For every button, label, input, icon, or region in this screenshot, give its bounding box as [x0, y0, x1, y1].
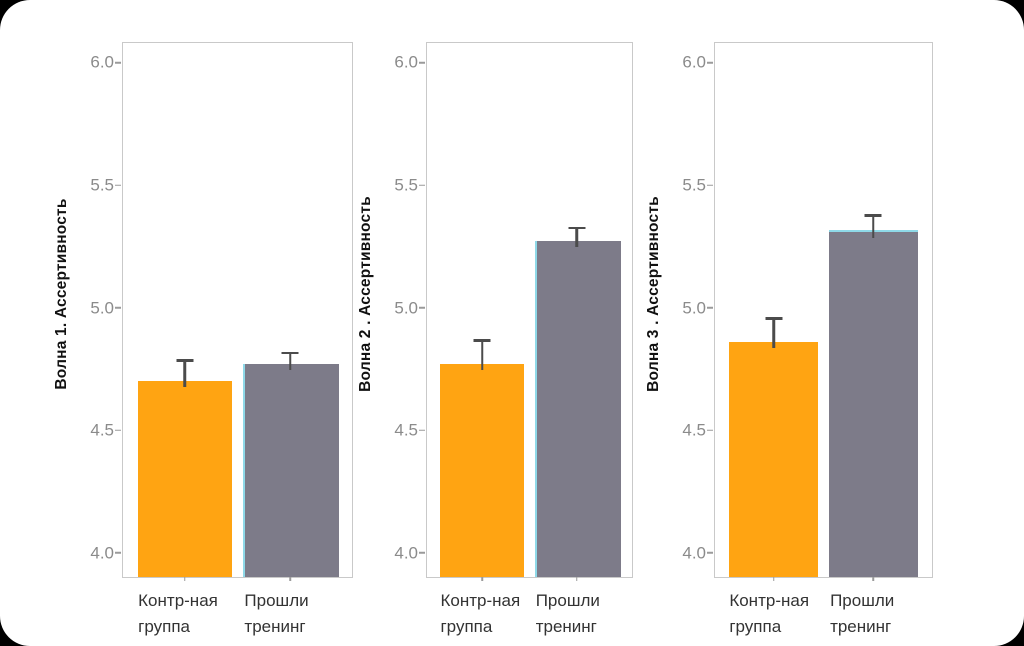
error-bar	[864, 214, 882, 238]
chart-panel-wave-1: Волна 1. Ассертивность 4.0 4.5 5.0 5.5 6.0 Кон…	[48, 0, 353, 646]
y-tick-mark	[419, 306, 425, 309]
y-tick-mark	[115, 429, 121, 431]
y-axis-title: Волна 2 . Ассертивность	[357, 196, 374, 392]
error-bar	[568, 226, 586, 248]
chart-panel-wave-3: Волна 3 . Ассертивность 4.0 4.5 5.0 5.5 6.0 Ко…	[640, 0, 933, 646]
y-tick-column: 4.0 4.5 5.0 5.5 6.0	[76, 42, 122, 578]
bar-trained-group	[534, 241, 621, 577]
x-tick-mark	[772, 577, 775, 581]
x-category-label: Контр-ная группа	[138, 591, 218, 636]
bar-trained-group	[243, 363, 340, 577]
y-tick-label: 4.5	[682, 420, 706, 440]
y-tick-label: 5.0	[682, 298, 706, 318]
y-tick-label: 6.0	[90, 52, 114, 72]
y-axis-title: Волна 3 . Ассертивность	[645, 196, 662, 392]
bar-control-group	[729, 341, 819, 577]
error-bar-stem	[575, 226, 578, 248]
error-bar-cap	[568, 226, 586, 230]
y-tick-column: 4.0 4.5 5.0 5.5 6.0	[668, 42, 714, 578]
x-category-label: Контр-ная группа	[440, 591, 521, 636]
y-tick-mark	[707, 551, 713, 554]
plot-column: Контр-ная группа Прошли тренинг	[115, 0, 353, 646]
x-category-label: Контр-ная группа	[729, 591, 810, 636]
bar-control-group	[137, 381, 232, 577]
y-tick-mark	[115, 306, 121, 309]
x-tick-mark	[872, 577, 875, 581]
error-bar	[281, 351, 299, 370]
error-bar-cap	[864, 214, 882, 217]
plot-panel	[707, 42, 933, 581]
x-category-label: Прошли тренинг	[830, 591, 895, 636]
error-bar-stem	[288, 351, 292, 370]
error-bar-cap	[473, 339, 491, 342]
y-tick-mark	[707, 306, 713, 309]
y-tick-mark	[419, 551, 425, 554]
error-bar-cap	[176, 359, 194, 362]
chart-panel-wave-2: Волна 2 . Ассертивность 4.0 4.5 5.0 5.5 6.0 Ко…	[352, 0, 633, 646]
y-tick-mark	[115, 61, 121, 64]
y-tick-label: 6.0	[394, 52, 418, 72]
y-tick-label: 5.0	[394, 298, 418, 318]
y-tick-label: 6.0	[682, 52, 706, 72]
error-bar-cap	[765, 317, 783, 320]
x-axis-labels: Контр-ная группа Прошли тренинг	[426, 578, 633, 646]
plot-panel	[115, 42, 353, 581]
error-bar-stem	[481, 339, 484, 370]
error-bar-stem	[772, 317, 775, 348]
y-tick-mark	[419, 184, 425, 186]
x-tick-mark	[481, 577, 484, 581]
x-axis-labels: Контр-ная группа Прошли тренинг	[714, 578, 933, 646]
error-bar	[765, 317, 783, 348]
y-tick-label: 5.5	[90, 175, 114, 195]
y-tick-label: 4.0	[394, 543, 418, 563]
y-axis-title: Волна 1. Ассертивность	[53, 198, 70, 390]
x-tick-mark	[289, 577, 291, 581]
plot-column: Контр-ная группа Прошли тренинг	[707, 0, 933, 646]
plot-column: Контр-ная группа Прошли тренинг	[419, 0, 633, 646]
x-category-label: Прошли тренинг	[244, 591, 309, 636]
error-bar-cap	[281, 351, 299, 355]
y-tick-mark	[707, 61, 713, 64]
y-tick-mark	[419, 429, 425, 431]
y-tick-column: 4.0 4.5 5.0 5.5 6.0	[380, 42, 426, 578]
y-tick-label: 4.0	[90, 543, 114, 563]
error-bar	[473, 339, 491, 370]
y-tick-label: 5.5	[682, 175, 706, 195]
x-tick-mark	[184, 577, 186, 581]
x-category-label: Прошли тренинг	[535, 591, 600, 636]
x-axis-labels: Контр-ная группа Прошли тренинг	[122, 578, 353, 646]
y-tick-mark	[115, 184, 121, 186]
y-tick-label: 5.5	[394, 175, 418, 195]
plot-panel	[419, 42, 633, 581]
y-tick-mark	[115, 551, 121, 554]
y-tick-label: 4.5	[394, 420, 418, 440]
y-tick-mark	[707, 429, 713, 431]
error-bar	[176, 359, 194, 388]
error-bar-stem	[183, 359, 187, 388]
y-tick-label: 5.0	[90, 298, 114, 318]
y-tick-mark	[419, 61, 425, 64]
error-bar-stem	[872, 214, 875, 238]
bar-control-group	[440, 363, 525, 577]
x-tick-mark	[575, 577, 578, 581]
y-tick-label: 4.5	[90, 420, 114, 440]
bar-trained-group	[828, 229, 918, 577]
y-tick-mark	[707, 184, 713, 186]
y-tick-label: 4.0	[682, 543, 706, 563]
